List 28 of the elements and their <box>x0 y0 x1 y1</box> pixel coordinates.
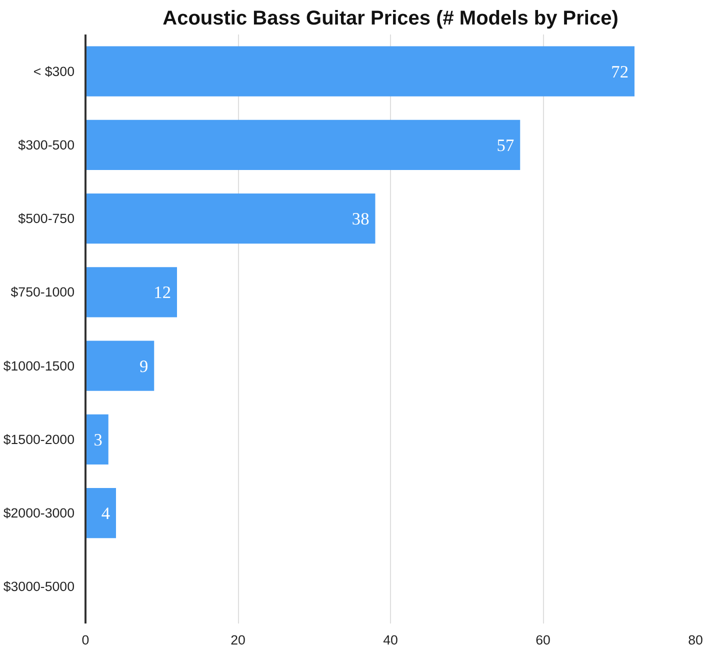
data-label: 9 <box>139 356 148 376</box>
x-tick-label: 60 <box>536 632 550 647</box>
data-label: 3 <box>94 430 102 450</box>
y-tick-label: < $300 <box>33 64 75 79</box>
data-label: 72 <box>611 62 628 82</box>
bar <box>86 46 634 96</box>
bar <box>86 120 520 170</box>
data-label: 4 <box>101 504 110 524</box>
data-label: 38 <box>352 210 370 229</box>
bar <box>86 340 154 391</box>
chart-title: Acoustic Bass Guitar Prices (# Models by Price) <box>162 8 618 30</box>
y-tick-label: $2000-3000 <box>3 506 75 521</box>
x-tick-label: 80 <box>688 632 703 647</box>
y-tick-label: $300-500 <box>18 137 74 152</box>
bar <box>86 194 376 244</box>
bar <box>86 267 177 318</box>
data-label: 12 <box>154 283 171 302</box>
x-tick-label: 40 <box>383 632 398 647</box>
y-tick-label: $750-1000 <box>10 284 75 300</box>
y-tick-label: $1500-2000 <box>3 432 75 447</box>
y-tick-label: $1000-1500 <box>3 358 75 374</box>
bar <box>86 414 108 464</box>
x-tick-label: 20 <box>230 632 246 647</box>
x-tick-label: 0 <box>82 632 90 647</box>
y-tick-label: $500-750 <box>18 211 74 226</box>
bar <box>86 488 116 538</box>
y-tick-label: $3000-5000 <box>3 579 75 594</box>
data-label: 57 <box>496 136 514 155</box>
